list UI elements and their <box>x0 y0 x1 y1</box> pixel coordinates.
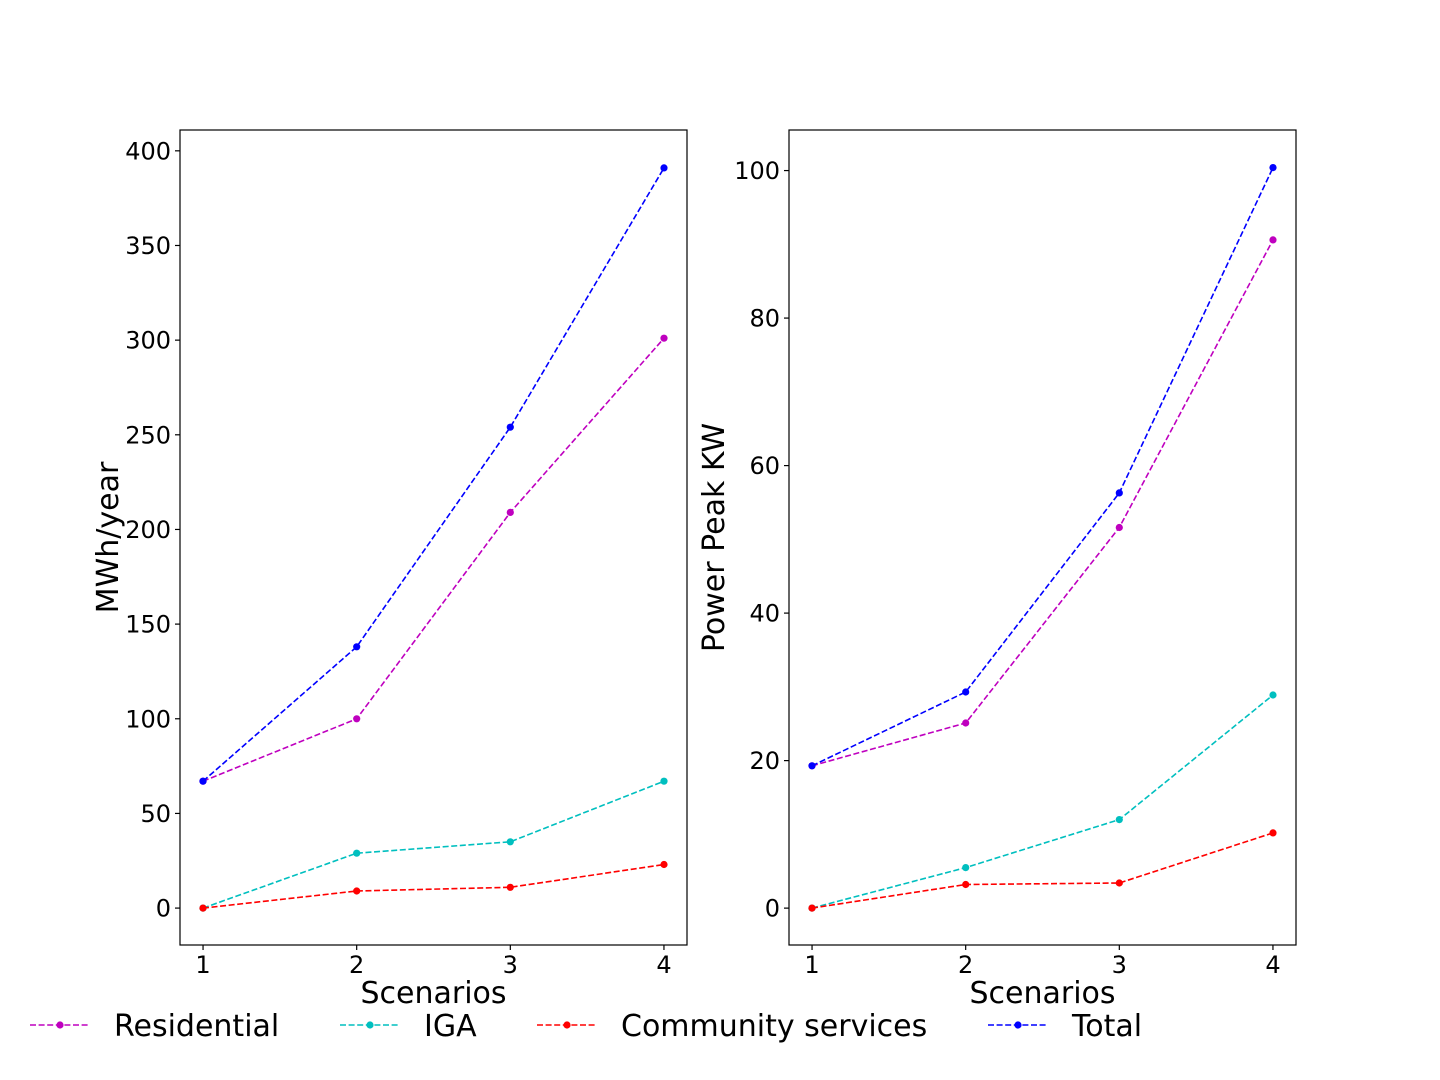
axes-frame <box>788 129 1297 946</box>
series-line-residential <box>811 239 1274 767</box>
data-point-residential-3 <box>506 508 514 516</box>
series-line-iga <box>811 694 1274 909</box>
legend: Residential IGA Community services Total <box>30 1009 1142 1044</box>
data-point-community-services-4 <box>660 860 668 869</box>
legend-item-iga: IGA <box>340 1009 477 1044</box>
y-tick-label: 150 <box>125 611 171 639</box>
data-point-community-services-2 <box>353 887 361 895</box>
series-line-community-services <box>811 832 1274 909</box>
data-point-residential-2 <box>353 715 361 723</box>
data-point-residential-2 <box>962 719 970 727</box>
data-point-total-4 <box>1269 164 1277 172</box>
y-tick-label: 40 <box>749 600 780 628</box>
y-tick-label: 20 <box>749 747 780 775</box>
legend-marker <box>563 1021 571 1029</box>
legend-label: Total <box>1071 1009 1142 1044</box>
x-axis-label: Scenarios <box>360 976 506 1011</box>
y-axis-label: MWh/year <box>91 461 126 613</box>
y-tick-label: 100 <box>734 157 780 185</box>
data-point-community-services-3 <box>1115 879 1123 887</box>
y-tick-label: 60 <box>749 452 780 480</box>
data-point-residential-4 <box>660 334 668 342</box>
data-point-total-4 <box>660 164 668 172</box>
series-line-community-services <box>202 863 665 909</box>
x-tick-label: 1 <box>804 951 819 979</box>
energy-chart-panel: 1 2 3 4 0 50 100 150 200 250 300 350 400 Scenarios MWh… <box>91 129 688 1011</box>
legend-label: Residential <box>114 1009 279 1044</box>
data-point-total-1 <box>199 777 207 785</box>
y-tick-label: 0 <box>156 895 171 923</box>
x-tick-label: 2 <box>958 951 973 979</box>
series-residential <box>808 236 1277 770</box>
y-tick-label: 250 <box>125 421 171 449</box>
data-point-iga-3 <box>1115 816 1123 824</box>
data-point-total-3 <box>506 423 514 431</box>
data-point-iga-2 <box>353 849 361 857</box>
y-tick-label: 300 <box>125 327 171 355</box>
x-tick-label: 2 <box>349 951 364 979</box>
data-point-total-2 <box>353 643 361 651</box>
series-total <box>808 164 1277 770</box>
y-tick-label: 50 <box>140 800 171 828</box>
series-line-total <box>202 167 665 782</box>
legend-item-community-services: Community services <box>537 1009 927 1044</box>
data-point-residential-4 <box>1269 236 1277 244</box>
y-tick-label: 80 <box>749 305 780 333</box>
series-iga <box>808 691 1277 912</box>
data-point-iga-3 <box>506 838 514 846</box>
x-axis-label: Scenarios <box>969 976 1115 1011</box>
legend-item-residential: Residential <box>30 1009 279 1044</box>
legend-item-total: Total <box>988 1009 1142 1044</box>
x-tick-label: 3 <box>1112 951 1127 979</box>
axes-frame <box>179 129 688 946</box>
data-point-total-2 <box>962 688 970 696</box>
y-tick-label: 0 <box>765 895 780 923</box>
data-point-community-services-1 <box>199 904 207 912</box>
y-tick-label: 100 <box>125 705 171 733</box>
series-line-iga <box>202 780 665 909</box>
y-axis-label: Power Peak KW <box>697 423 732 652</box>
data-point-community-services-4 <box>1269 829 1277 837</box>
series-community-services <box>199 860 668 912</box>
data-point-iga-4 <box>660 777 668 785</box>
series-residential <box>199 334 668 785</box>
data-point-total-3 <box>1115 489 1123 497</box>
data-point-community-services-1 <box>808 904 816 912</box>
series-iga <box>199 777 668 912</box>
x-tick-label: 3 <box>503 951 518 979</box>
legend-label: IGA <box>424 1009 477 1044</box>
legend-marker <box>1014 1021 1022 1029</box>
x-tick-label: 1 <box>195 951 210 979</box>
x-tick-label: 4 <box>1265 951 1280 979</box>
series-community-services <box>808 829 1277 912</box>
data-point-iga-2 <box>962 864 970 872</box>
data-point-community-services-3 <box>506 883 514 891</box>
data-point-iga-4 <box>1269 691 1277 699</box>
data-point-residential-3 <box>1115 523 1123 532</box>
data-point-total-1 <box>808 762 816 770</box>
series-line-residential <box>202 337 665 782</box>
x-tick-label: 4 <box>656 951 671 979</box>
series-total <box>199 164 668 785</box>
legend-marker <box>56 1021 64 1029</box>
series-line-total <box>811 167 1274 767</box>
legend-label: Community services <box>621 1009 927 1044</box>
y-tick-label: 400 <box>125 137 171 165</box>
legend-marker <box>366 1021 374 1029</box>
y-tick-label: 200 <box>125 516 171 544</box>
data-point-community-services-2 <box>962 880 970 889</box>
y-tick-label: 350 <box>125 232 171 260</box>
